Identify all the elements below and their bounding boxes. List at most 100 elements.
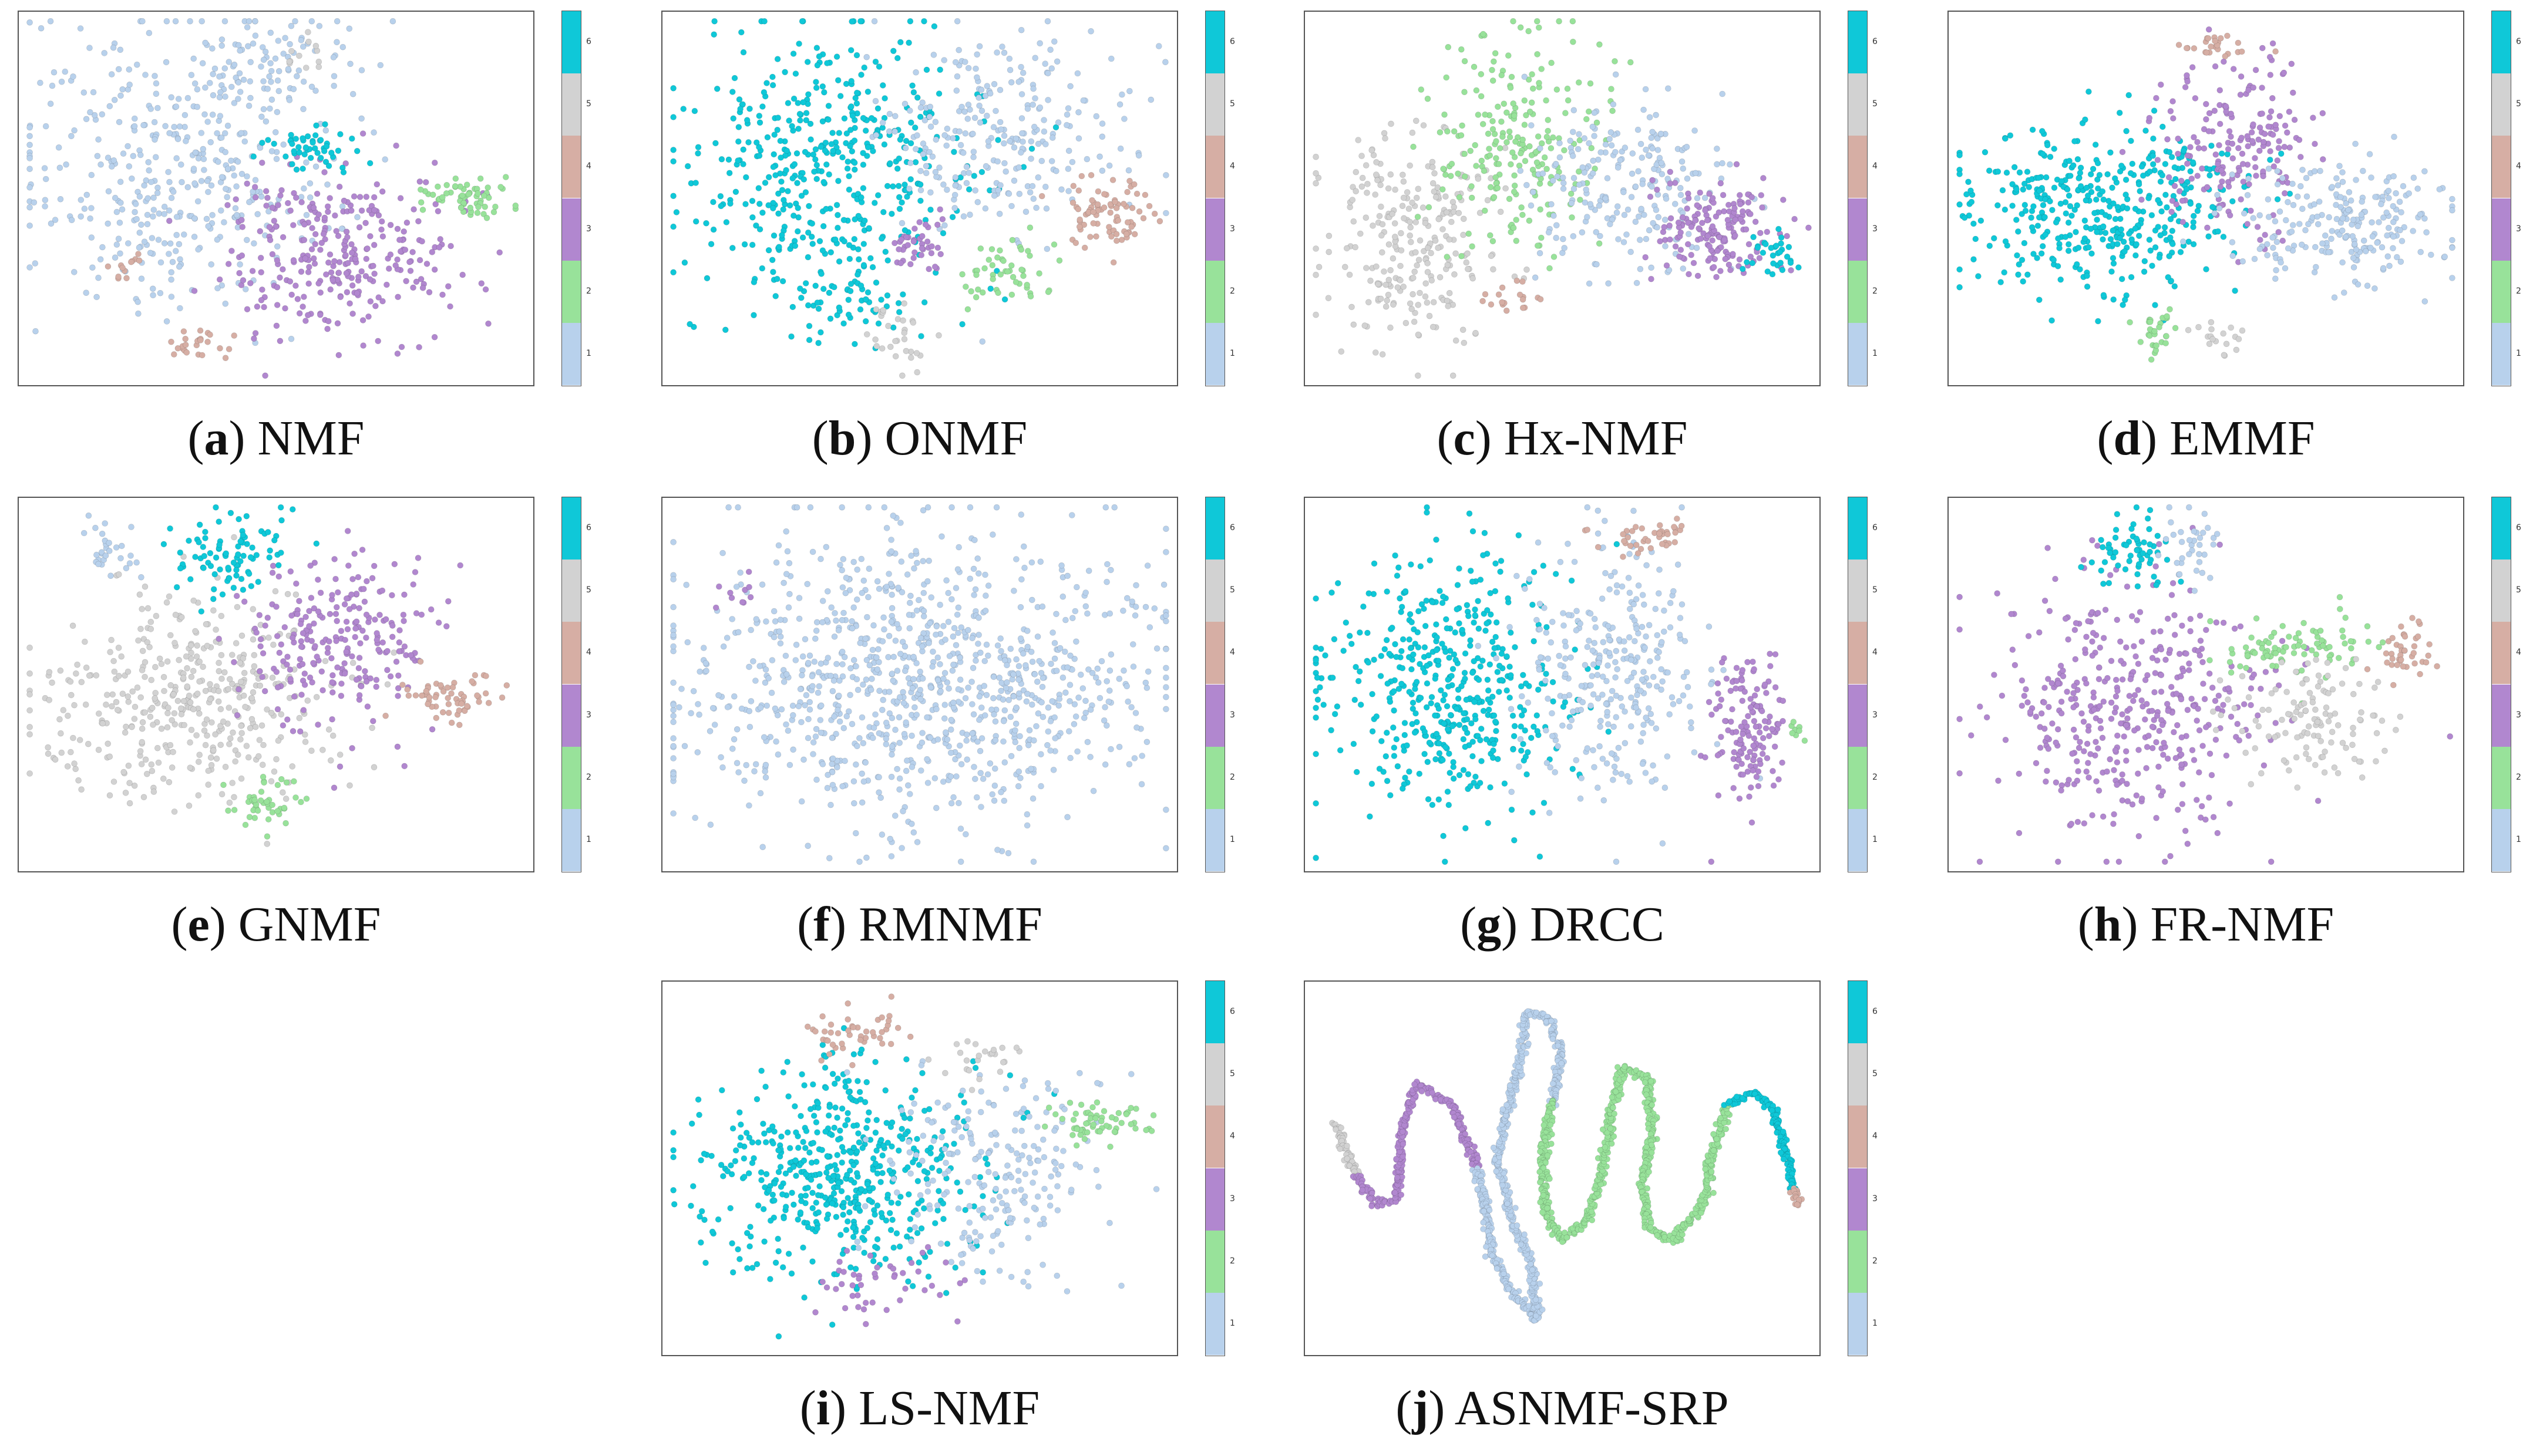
point-class-3 xyxy=(2239,135,2245,141)
point-class-3 xyxy=(338,628,344,634)
point-class-1 xyxy=(2304,194,2310,200)
point-class-1 xyxy=(998,127,1004,133)
point-class-1 xyxy=(810,740,816,746)
point-class-5 xyxy=(213,732,218,737)
point-class-1 xyxy=(889,592,895,598)
point-class-1 xyxy=(288,336,294,342)
point-class-1 xyxy=(708,822,714,828)
point-class-3 xyxy=(1686,196,1691,201)
point-class-1 xyxy=(78,26,83,32)
point-class-5 xyxy=(194,643,200,649)
point-class-1 xyxy=(2337,163,2343,169)
point-class-3 xyxy=(338,294,344,300)
point-class-2 xyxy=(1491,194,1497,200)
point-class-5 xyxy=(1430,180,1436,186)
point-class-3 xyxy=(240,277,246,283)
point-class-1 xyxy=(2400,183,2406,189)
point-class-3 xyxy=(412,569,418,575)
point-class-6 xyxy=(318,155,324,161)
point-class-3 xyxy=(293,581,299,587)
point-class-1 xyxy=(307,180,313,186)
point-class-4 xyxy=(1132,231,1138,237)
point-class-2 xyxy=(1458,133,1464,139)
point-class-1 xyxy=(200,146,206,152)
point-class-5 xyxy=(203,688,208,694)
point-class-1 xyxy=(977,120,983,126)
point-class-5 xyxy=(296,53,302,59)
colorbar-tick-label: 2 xyxy=(586,287,591,295)
point-class-6 xyxy=(254,552,260,558)
point-class-3 xyxy=(2287,144,2293,150)
point-class-3 xyxy=(2204,225,2210,231)
point-class-1 xyxy=(1099,134,1105,140)
point-class-1 xyxy=(956,47,962,53)
point-class-1 xyxy=(1557,140,1563,146)
point-class-5 xyxy=(1362,323,1368,329)
point-class-3 xyxy=(367,233,373,239)
point-class-6 xyxy=(775,115,781,121)
point-class-5 xyxy=(156,760,162,766)
point-class-1 xyxy=(331,73,337,79)
point-class-3 xyxy=(393,262,399,268)
point-class-3 xyxy=(2147,115,2152,121)
point-class-2 xyxy=(2152,328,2158,334)
point-class-3 xyxy=(432,267,438,272)
point-class-3 xyxy=(1749,194,1755,200)
point-class-3 xyxy=(359,208,365,214)
point-class-3 xyxy=(319,669,325,675)
point-class-6 xyxy=(1969,199,1974,205)
point-class-1 xyxy=(984,113,990,119)
point-class-6 xyxy=(872,200,877,206)
point-class-1 xyxy=(149,235,155,241)
point-class-3 xyxy=(335,321,341,326)
point-class-1 xyxy=(2265,252,2270,258)
point-class-1 xyxy=(2449,207,2455,213)
point-class-1 xyxy=(237,89,243,95)
point-class-3 xyxy=(345,563,351,569)
point-class-6 xyxy=(749,214,755,220)
point-class-5 xyxy=(123,790,129,796)
point-class-1 xyxy=(927,190,933,196)
point-class-3 xyxy=(2175,151,2181,157)
point-class-1 xyxy=(1030,102,1036,107)
point-class-1 xyxy=(1620,189,1626,195)
point-class-6 xyxy=(2022,202,2028,208)
point-class-3 xyxy=(1792,216,1798,222)
colorbar-segment-5 xyxy=(562,560,581,622)
point-class-4 xyxy=(1514,278,1520,284)
point-class-1 xyxy=(276,88,282,94)
point-class-5 xyxy=(189,650,194,656)
point-class-5 xyxy=(100,720,106,726)
colorbar-tick-label: 4 xyxy=(586,648,591,656)
point-class-6 xyxy=(2058,178,2064,184)
point-class-2 xyxy=(1480,121,1486,127)
point-class-5 xyxy=(116,571,122,577)
point-class-6 xyxy=(759,104,765,110)
point-class-2 xyxy=(1466,231,1472,237)
point-class-5 xyxy=(132,716,137,722)
point-class-5 xyxy=(1414,262,1420,268)
point-class-3 xyxy=(303,614,309,620)
point-class-1 xyxy=(112,97,117,103)
point-class-3 xyxy=(374,684,379,690)
point-class-6 xyxy=(813,85,819,91)
point-class-5 xyxy=(1427,313,1432,319)
point-class-3 xyxy=(2177,188,2182,194)
point-class-6 xyxy=(212,571,218,577)
point-class-1 xyxy=(189,72,194,78)
point-class-5 xyxy=(239,730,245,736)
point-class-6 xyxy=(2051,185,2057,191)
point-class-4 xyxy=(223,355,228,361)
point-class-3 xyxy=(1707,244,1713,250)
point-class-3 xyxy=(923,222,929,228)
point-class-5 xyxy=(103,702,109,707)
point-class-2 xyxy=(270,802,275,808)
point-class-1 xyxy=(973,187,978,193)
point-class-6 xyxy=(2221,234,2226,240)
point-class-1 xyxy=(2339,228,2345,234)
point-class-5 xyxy=(1450,373,1456,379)
point-class-6 xyxy=(828,250,834,255)
point-class-5 xyxy=(73,766,79,772)
point-class-1 xyxy=(2387,263,2393,269)
